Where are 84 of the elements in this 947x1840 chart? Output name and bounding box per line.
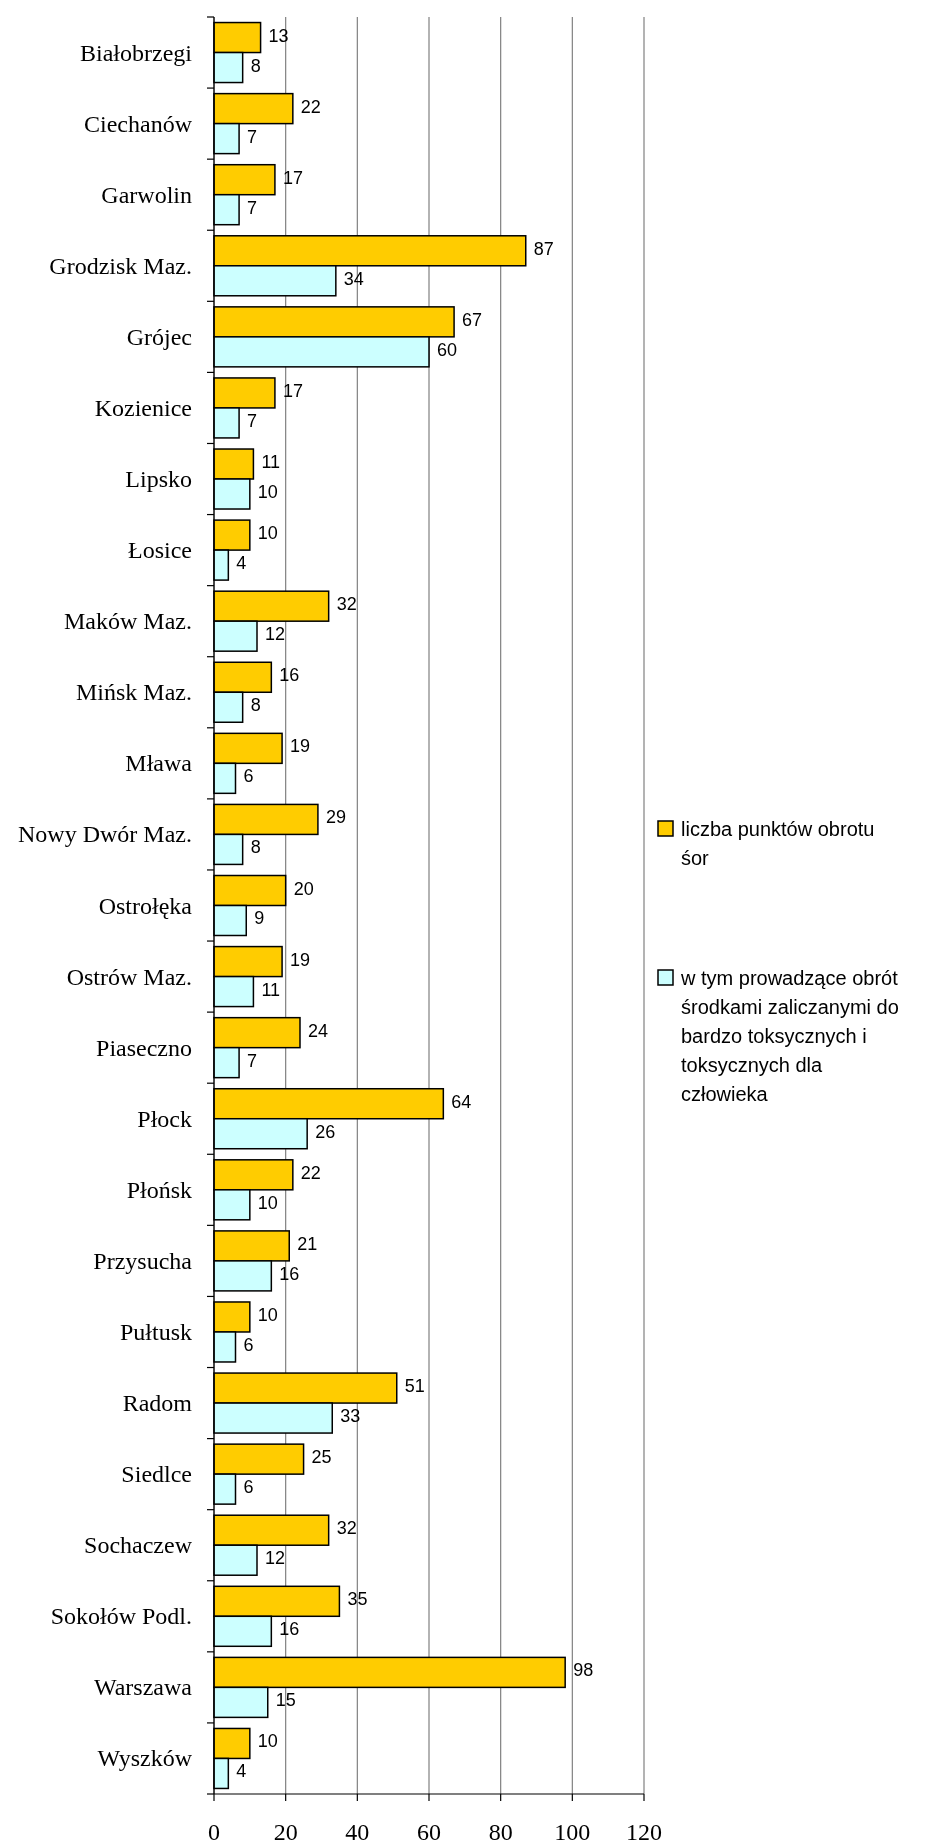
data-label: 16: [279, 1619, 300, 1640]
data-label: 10: [257, 1192, 278, 1213]
data-label: 11: [261, 452, 281, 473]
data-label: 6: [243, 1477, 254, 1498]
data-label: 20: [293, 878, 314, 899]
y-tick-label: Mińsk Maz.: [76, 679, 192, 706]
y-tick-label: Sochaczew: [84, 1532, 193, 1559]
data-label: 16: [279, 665, 300, 686]
data-label: 22: [300, 1162, 321, 1183]
data-label: 34: [343, 268, 364, 289]
x-tick-label: 20: [273, 1819, 298, 1840]
data-label: 13: [268, 25, 289, 46]
data-label: 17: [282, 167, 303, 188]
y-tick-label: Maków Maz.: [64, 608, 192, 635]
x-tick-label: 0: [208, 1819, 220, 1840]
y-tick-label: Sokołów Podl.: [50, 1603, 192, 1630]
data-label: 21: [297, 1233, 318, 1254]
x-tick-label: 100: [554, 1819, 591, 1840]
x-tick-label: 120: [626, 1819, 662, 1840]
y-tick-label: Ciechanów: [84, 110, 193, 137]
data-label: 16: [279, 1263, 300, 1284]
data-label: 8: [250, 695, 261, 716]
y-tick-label: Ostrołęka: [98, 892, 193, 919]
data-label: 32: [336, 594, 357, 615]
data-label: 35: [347, 1589, 368, 1610]
data-label: 6: [243, 766, 254, 787]
data-label: 12: [265, 1548, 286, 1569]
data-label: 7: [247, 197, 258, 218]
data-label: 15: [275, 1690, 296, 1711]
data-label: 22: [300, 96, 321, 117]
y-tick-label: Warszawa: [93, 1674, 193, 1701]
y-tick-label: Mława: [125, 750, 193, 777]
data-label: 11: [261, 979, 281, 1000]
data-label: 17: [282, 380, 303, 401]
y-tick-label: Nowy Dwór Maz.: [18, 821, 192, 848]
y-tick-label: Radom: [122, 1390, 193, 1417]
data-label: 9: [254, 908, 265, 929]
y-tick-label: Łosice: [128, 537, 192, 564]
data-label: 32: [336, 1518, 357, 1539]
data-label: 26: [315, 1121, 336, 1142]
data-label: 19: [290, 736, 311, 757]
data-label: 4: [236, 553, 247, 574]
data-label: 8: [250, 837, 261, 858]
data-label: 87: [533, 238, 554, 259]
data-label: 7: [247, 1050, 258, 1071]
data-label: 98: [573, 1660, 594, 1681]
y-tick-label: Grodzisk Maz.: [49, 252, 192, 279]
data-label: 10: [257, 482, 278, 503]
data-label: 8: [250, 55, 261, 76]
data-label: 64: [451, 1091, 472, 1112]
data-label: 24: [308, 1020, 329, 1041]
legend-label: liczba punktów obrotu śor: [681, 817, 875, 869]
y-tick-label: Piaseczno: [96, 1034, 192, 1061]
data-label: 10: [257, 1304, 278, 1325]
data-label: 4: [236, 1761, 247, 1782]
data-label: 67: [462, 309, 483, 330]
y-tick-label: Białobrzegi: [80, 39, 193, 66]
x-tick-label: 40: [345, 1819, 370, 1840]
data-label: 60: [437, 339, 458, 360]
data-label: 29: [325, 807, 346, 828]
data-label: 12: [265, 624, 286, 645]
data-label: 7: [247, 126, 258, 147]
legend-label: w tym prowadzące obrót środkami zaliczanymi do bardzo toksycznych i toksycznych dla człowieka: [680, 966, 899, 1105]
y-tick-label: Grójec: [126, 323, 192, 350]
data-label: 19: [290, 949, 311, 970]
y-tick-label: Siedlce: [121, 1461, 192, 1488]
data-label: 25: [311, 1447, 332, 1468]
y-tick-label: Pułtusk: [119, 1318, 192, 1345]
y-tick-label: Kozienice: [94, 394, 192, 421]
data-label: 6: [243, 1334, 254, 1355]
y-tick-label: Lipsko: [125, 466, 192, 493]
y-tick-label: Płock: [137, 1105, 192, 1132]
x-tick-label: 60: [417, 1819, 441, 1840]
y-tick-label: Ostrów Maz.: [66, 963, 192, 990]
data-label: 51: [404, 1376, 425, 1397]
y-tick-label: Przysucha: [93, 1247, 193, 1274]
y-tick-label: Płońsk: [126, 1176, 192, 1203]
data-label: 10: [257, 1731, 278, 1752]
y-tick-label: Garwolin: [101, 181, 192, 208]
x-tick-label: 80: [488, 1819, 513, 1840]
y-tick-label: Wyszków: [97, 1745, 193, 1772]
data-label: 10: [257, 523, 278, 544]
data-label: 33: [340, 1406, 361, 1427]
data-label: 7: [247, 410, 258, 431]
